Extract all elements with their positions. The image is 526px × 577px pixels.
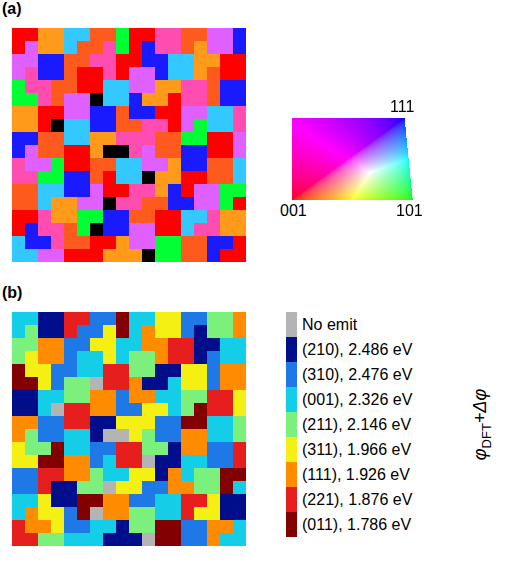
html-text:(001), 2.326 eV: (001), 2.326 eV <box>302 390 413 408</box>
html-text:001: 001 <box>280 202 307 219</box>
svg-text:φDFT+Δφ: φDFT+Δφ <box>470 389 494 461</box>
html-text:(111), 1.926 eV: (111), 1.926 eV <box>302 465 410 483</box>
html-text:No emit: No emit <box>302 315 358 333</box>
html-text:(210), 2.486 eV: (210), 2.486 eV <box>302 340 413 358</box>
html-text:(310), 2.476 eV: (310), 2.476 eV <box>302 365 413 383</box>
html-text:(a): (a) <box>2 0 22 17</box>
html-text:(311), 1.966 eV: (311), 1.966 eV <box>302 440 412 458</box>
html-text:111: 111 <box>390 98 415 115</box>
html-text:(221), 1.876 eV: (221), 1.876 eV <box>302 490 413 508</box>
html-text:(b): (b) <box>2 284 23 301</box>
html-text:(011), 1.786 eV: (011), 1.786 eV <box>302 515 412 533</box>
html-text:(211), 2.146 eV: (211), 2.146 eV <box>302 415 412 433</box>
html-text:101: 101 <box>396 202 423 219</box>
